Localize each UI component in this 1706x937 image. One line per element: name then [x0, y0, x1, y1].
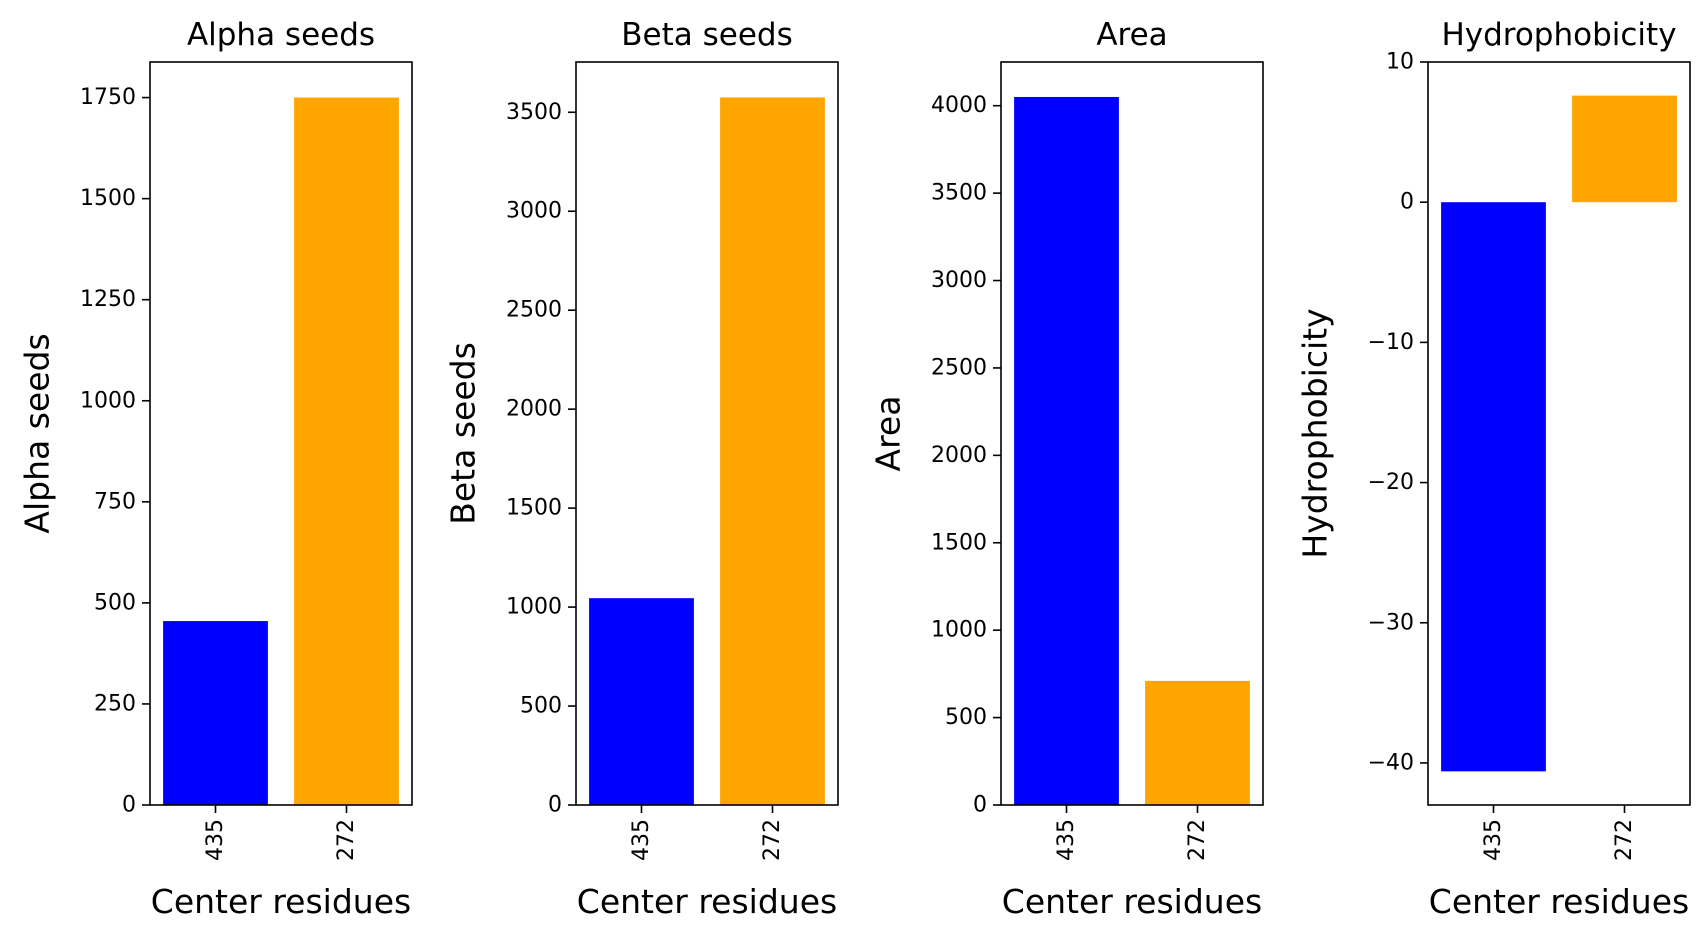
x-tick-label: 272	[1612, 819, 1637, 861]
y-tick-label: 0	[548, 793, 562, 818]
y-tick-label: 1500	[931, 530, 987, 555]
y-tick-label: 250	[94, 691, 136, 716]
y-tick-label: −40	[1368, 750, 1414, 775]
x-tick-label: 435	[629, 819, 654, 861]
bar-272	[720, 97, 825, 805]
y-tick-label: 10	[1386, 50, 1414, 75]
x-tick-label: 435	[1054, 819, 1079, 861]
y-tick-label: 500	[520, 694, 562, 719]
x-tick-label: 272	[1185, 819, 1210, 861]
y-tick-label: 2500	[506, 298, 562, 323]
axes-frame	[1427, 61, 1691, 806]
bar-435	[1441, 202, 1546, 772]
y-tick-label: 1500	[506, 496, 562, 521]
chart-panel-4: −40 −30 −20 −10 0 10 435 272 Hydrophobicity Cente…	[1296, 17, 1691, 921]
y-tick-label: −10	[1368, 330, 1414, 355]
axes-frame	[1000, 61, 1264, 806]
chart-panel-2: 0 500 1000 1500 2000 2500 3000 3500 435 272 Beta s…	[444, 17, 839, 921]
axes-frame	[149, 61, 413, 806]
y-axis-label: Beta seeds	[444, 342, 483, 525]
bar-435	[163, 621, 268, 805]
y-tick-label: 1250	[80, 287, 136, 312]
y-tick-label: −30	[1368, 610, 1414, 635]
y-tick-label: 1500	[80, 186, 136, 211]
y-tick-label: 3500	[506, 100, 562, 125]
y-tick-label: 2500	[931, 355, 987, 380]
y-tick-label: 1000	[931, 618, 987, 643]
chart-title: Hydrophobicity	[1441, 17, 1676, 53]
chart-panel-1: 0 250 500 750 1000 1250 1500 1750 435 272 Alpha se…	[18, 17, 413, 921]
y-tick-label: 2000	[931, 443, 987, 468]
x-tick-label: 435	[1481, 819, 1506, 861]
chart-panel-3: 0 500 1000 1500 2000 2500 3000 3500 4000 435 272 Ar…	[869, 17, 1264, 921]
bar-272	[1145, 680, 1250, 805]
y-axis-label: Alpha seeds	[18, 333, 57, 533]
chart-title: Beta seeds	[621, 17, 792, 53]
bar-435	[1014, 96, 1119, 805]
x-axis-label: Center residues	[1429, 882, 1689, 921]
y-tick-label: 1000	[506, 595, 562, 620]
chart-title: Area	[1096, 17, 1167, 53]
y-tick-label: 0	[973, 793, 987, 818]
y-tick-label: 500	[94, 590, 136, 615]
y-tick-label: 1000	[80, 388, 136, 413]
y-tick-label: 1750	[80, 85, 136, 110]
chart-title: Alpha seeds	[187, 17, 375, 53]
y-tick-label: 0	[122, 793, 136, 818]
y-tick-label: −20	[1368, 470, 1414, 495]
bar-272	[1572, 95, 1677, 203]
x-tick-label: 435	[203, 819, 228, 861]
y-tick-label: 750	[94, 489, 136, 514]
bar-435	[589, 598, 694, 805]
y-tick-label: 500	[945, 705, 987, 730]
y-tick-label: 4000	[931, 93, 987, 118]
x-tick-label: 272	[760, 819, 785, 861]
y-tick-label: 3000	[931, 268, 987, 293]
y-axis-label: Hydrophobicity	[1296, 308, 1335, 558]
y-tick-label: 3000	[506, 199, 562, 224]
y-tick-label: 0	[1400, 190, 1414, 215]
axes-frame	[575, 61, 839, 806]
y-tick-label: 3500	[931, 181, 987, 206]
y-axis-label: Area	[869, 396, 908, 472]
y-tick-label: 2000	[506, 397, 562, 422]
x-axis-label: Center residues	[577, 882, 837, 921]
bar-272	[294, 97, 399, 806]
x-axis-label: Center residues	[151, 882, 411, 921]
x-tick-label: 272	[334, 819, 359, 861]
x-axis-label: Center residues	[1002, 882, 1262, 921]
